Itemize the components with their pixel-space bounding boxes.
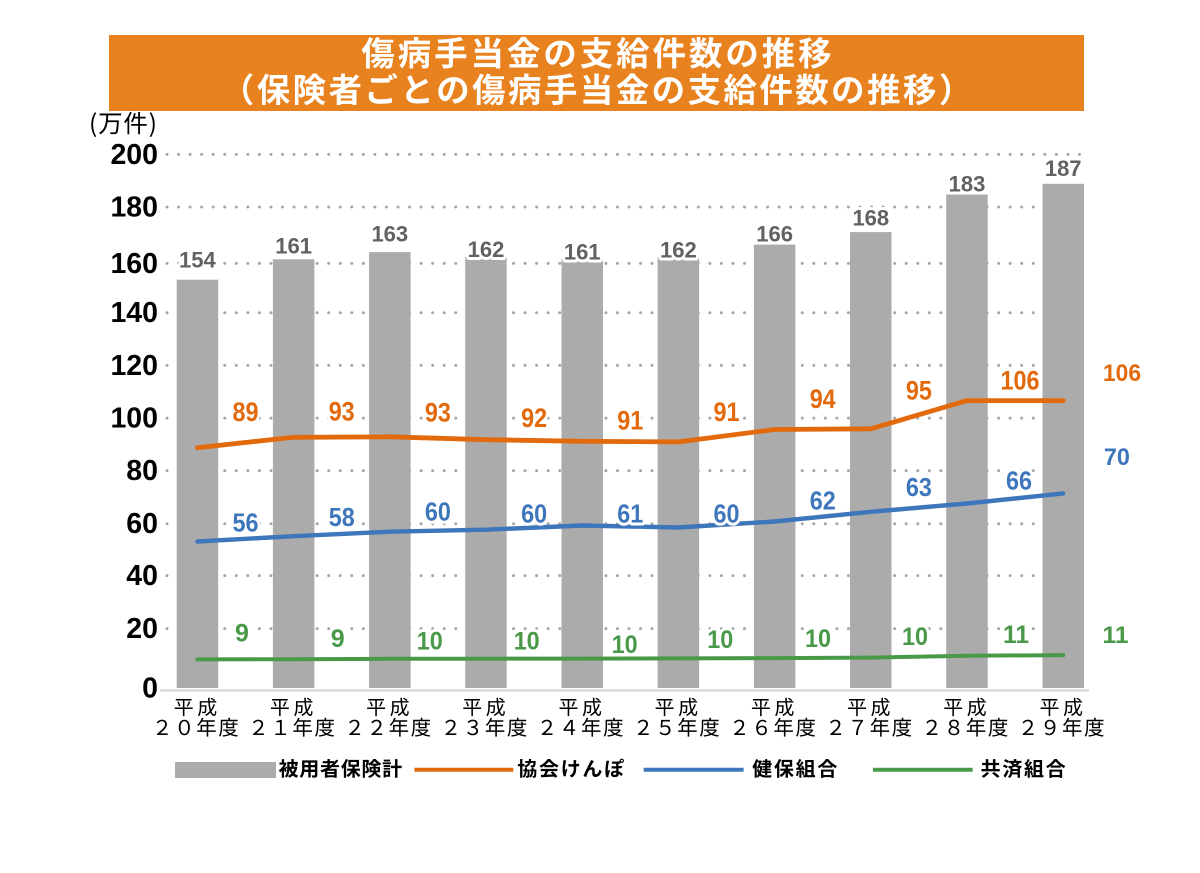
svg-text:162: 162 — [660, 237, 697, 262]
svg-text:92: 92 — [521, 403, 547, 433]
svg-text:183: 183 — [949, 171, 986, 196]
svg-text:66: 66 — [1006, 466, 1032, 496]
svg-text:91: 91 — [617, 406, 643, 436]
svg-text:10: 10 — [514, 627, 540, 655]
svg-text:106: 106 — [1103, 360, 1141, 387]
svg-text:93: 93 — [425, 397, 451, 427]
svg-text:9: 9 — [331, 625, 345, 653]
svg-text:70: 70 — [1104, 444, 1130, 471]
svg-text:168: 168 — [852, 205, 889, 230]
svg-text:58: 58 — [329, 502, 355, 532]
svg-text:89: 89 — [233, 397, 259, 427]
svg-text:200: 200 — [110, 139, 158, 171]
svg-text:10: 10 — [707, 626, 733, 654]
svg-text:120: 120 — [110, 350, 158, 382]
svg-text:20: 20 — [126, 613, 158, 645]
svg-text:91: 91 — [714, 397, 740, 427]
svg-text:61: 61 — [617, 499, 643, 529]
svg-text:60: 60 — [425, 496, 451, 526]
svg-text:63: 63 — [906, 472, 932, 502]
svg-text:10: 10 — [612, 631, 638, 659]
svg-text:10: 10 — [805, 625, 831, 653]
svg-text:62: 62 — [810, 485, 836, 515]
svg-text:166: 166 — [756, 221, 793, 246]
svg-text:9: 9 — [235, 619, 249, 647]
svg-text:10: 10 — [902, 623, 928, 651]
svg-text:161: 161 — [275, 233, 312, 258]
svg-text:93: 93 — [329, 397, 355, 427]
svg-text:0: 0 — [142, 672, 158, 704]
svg-text:60: 60 — [521, 498, 547, 528]
svg-text:11: 11 — [1103, 622, 1129, 649]
svg-text:80: 80 — [126, 455, 158, 487]
svg-text:106: 106 — [1001, 366, 1040, 396]
svg-text:187: 187 — [1045, 156, 1082, 181]
svg-text:160: 160 — [110, 248, 158, 280]
svg-text:60: 60 — [714, 499, 740, 529]
svg-text:94: 94 — [810, 384, 836, 414]
svg-text:11: 11 — [1003, 621, 1029, 649]
svg-text:154: 154 — [179, 247, 216, 272]
svg-text:95: 95 — [906, 376, 932, 406]
svg-text:100: 100 — [110, 403, 158, 435]
svg-text:180: 180 — [110, 191, 158, 223]
svg-text:40: 40 — [126, 560, 158, 592]
svg-text:10: 10 — [417, 627, 443, 655]
svg-text:161: 161 — [564, 239, 601, 264]
svg-text:163: 163 — [371, 221, 408, 246]
svg-text:56: 56 — [233, 508, 259, 538]
svg-text:60: 60 — [126, 508, 158, 540]
svg-text:162: 162 — [468, 237, 505, 262]
svg-text:140: 140 — [110, 297, 158, 329]
